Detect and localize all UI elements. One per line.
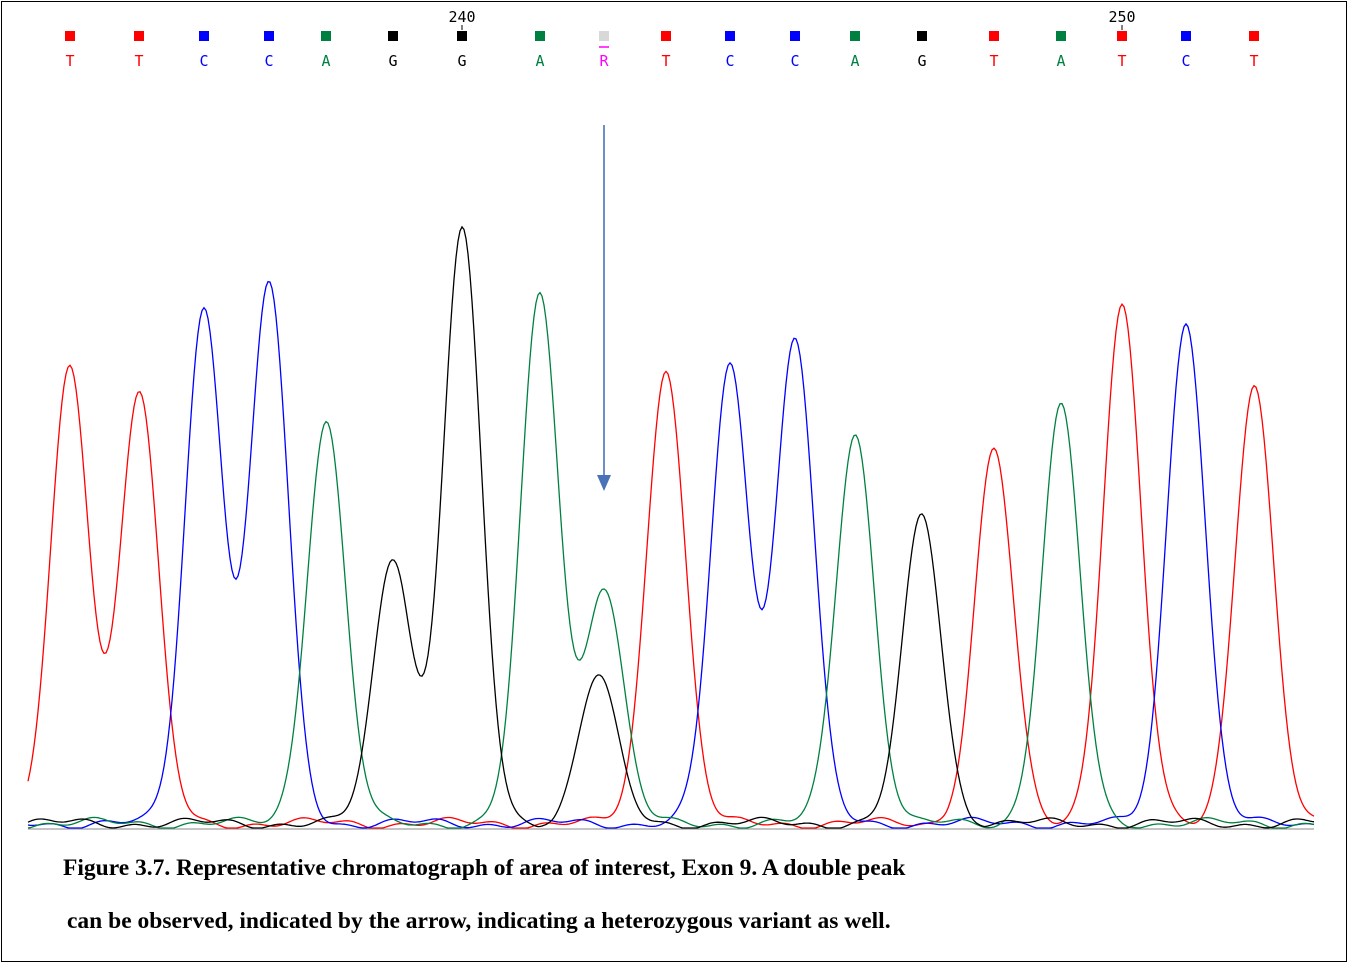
arrow-annotation xyxy=(597,125,611,491)
base-marker xyxy=(1249,31,1259,41)
base-letter: T xyxy=(134,52,143,70)
base-marker xyxy=(535,31,545,41)
trace-lines xyxy=(27,225,1315,830)
base-marker xyxy=(599,31,609,41)
base-letter: C xyxy=(264,52,273,70)
base-letter: R xyxy=(599,52,609,70)
chromatogram: T T C C A G G A R T C C A G T A T C T 240 250 xyxy=(27,8,1315,830)
base-letter: T xyxy=(1117,52,1126,70)
base-marker xyxy=(264,31,274,41)
base-marker xyxy=(388,31,398,41)
base-letter: G xyxy=(917,52,926,70)
caption-line-1: Figure 3.7. Representative chromatograph… xyxy=(63,855,906,881)
base-marker xyxy=(321,31,331,41)
base-letter: G xyxy=(388,52,397,70)
base-letter: A xyxy=(535,52,544,70)
base-marker xyxy=(65,31,75,41)
base-letter: G xyxy=(457,52,466,70)
trace-T xyxy=(27,303,1315,829)
base-letter: T xyxy=(661,52,670,70)
position-label: 240 xyxy=(448,8,475,26)
base-letter: T xyxy=(1249,52,1258,70)
base-call-row: T T C C A G G A R T C C A G T A T C T 240 250 xyxy=(65,8,1259,70)
base-marker xyxy=(790,31,800,41)
trace-C xyxy=(27,280,1315,829)
trace-G xyxy=(27,225,1315,829)
base-marker xyxy=(1181,31,1191,41)
base-letter: T xyxy=(65,52,74,70)
base-letter: C xyxy=(199,52,208,70)
position-label: 250 xyxy=(1108,8,1135,26)
base-marker xyxy=(199,31,209,41)
base-marker xyxy=(850,31,860,41)
base-letter: A xyxy=(321,52,330,70)
base-marker xyxy=(134,31,144,41)
arrow-head xyxy=(597,475,611,491)
base-marker xyxy=(725,31,735,41)
base-letter: A xyxy=(850,52,859,70)
base-letter: C xyxy=(725,52,734,70)
base-marker xyxy=(989,31,999,41)
base-marker xyxy=(661,31,671,41)
base-letter: T xyxy=(989,52,998,70)
trace-A xyxy=(27,291,1315,829)
base-letter: C xyxy=(790,52,799,70)
base-marker xyxy=(1117,31,1127,41)
base-letter: C xyxy=(1181,52,1190,70)
base-marker xyxy=(917,31,927,41)
caption-line-2: can be observed, indicated by the arrow,… xyxy=(67,908,891,934)
base-marker xyxy=(1056,31,1066,41)
base-letter: A xyxy=(1056,52,1065,70)
base-marker xyxy=(457,31,467,41)
